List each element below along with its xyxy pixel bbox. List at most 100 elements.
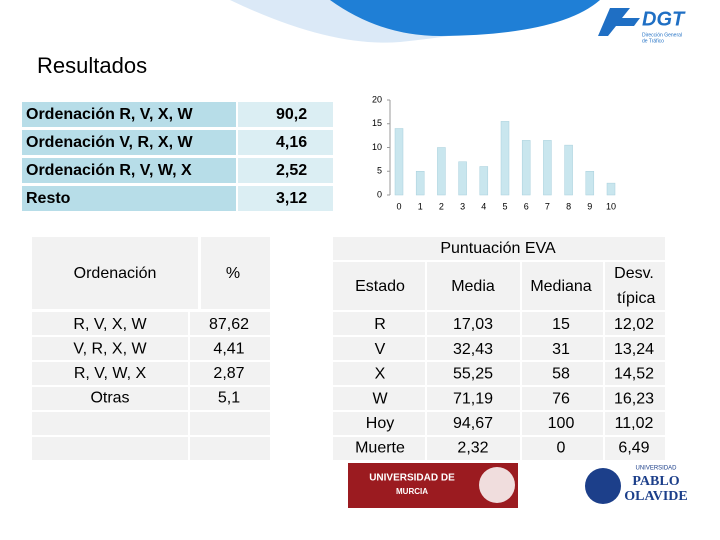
table-cell xyxy=(32,312,188,335)
table-cell-text: X xyxy=(375,366,386,383)
table-title: Puntuación EVA xyxy=(440,240,556,257)
table-cell xyxy=(522,337,603,360)
bar xyxy=(606,182,616,196)
table-cell-text: 3,12 xyxy=(276,190,307,207)
table-header xyxy=(32,237,198,309)
table-cell xyxy=(522,437,603,460)
bar xyxy=(585,171,595,196)
x-tick-label: 7 xyxy=(545,201,550,211)
table-cell-text: Ordenación R, V, W, X xyxy=(26,162,192,179)
x-tick-label: 3 xyxy=(460,201,465,211)
table-cell xyxy=(238,186,333,211)
table-cell-text: 94,67 xyxy=(453,415,493,432)
table-header xyxy=(201,237,270,309)
dgt-subtitle: de Tráfico xyxy=(642,38,664,44)
table-cell xyxy=(605,362,665,385)
table-cell-text: Otras xyxy=(90,390,129,407)
table-cell xyxy=(333,437,425,460)
table-cell xyxy=(333,362,425,385)
table-cell-text: R, V, W, X xyxy=(74,365,147,382)
olavide-logo-text: OLAVIDE xyxy=(624,489,688,504)
column-header: Ordenación xyxy=(74,265,157,282)
column-header: Mediana xyxy=(530,278,591,295)
x-tick-label: 4 xyxy=(481,201,486,211)
dgt-logo: DGT xyxy=(642,8,686,30)
table-cell xyxy=(190,412,270,435)
table-cell-text: V xyxy=(375,341,386,358)
table-cell xyxy=(333,312,425,335)
table-cell xyxy=(605,437,665,460)
table-cell-text: 13,24 xyxy=(614,341,654,358)
y-tick-label: 5 xyxy=(377,166,382,176)
table-cell xyxy=(427,312,520,335)
table-cell xyxy=(238,158,333,183)
x-tick-label: 6 xyxy=(524,201,529,211)
murcia-logo-text: MURCIA xyxy=(396,487,428,496)
table-cell-text: 58 xyxy=(552,366,570,383)
table-cell xyxy=(22,158,236,183)
x-tick-label: 9 xyxy=(587,201,592,211)
table-cell-text: 11,02 xyxy=(615,415,654,432)
y-tick-label: 0 xyxy=(377,189,382,199)
murcia-logo-text: UNIVERSIDAD DE xyxy=(369,473,455,484)
table-cell xyxy=(522,362,603,385)
y-tick-label: 20 xyxy=(372,94,382,104)
table-header xyxy=(427,262,520,310)
table-cell xyxy=(190,312,270,335)
table-cell-text: 6,49 xyxy=(618,440,649,457)
table-cell xyxy=(32,412,188,435)
bar xyxy=(479,166,489,196)
table-cell-text: 71,19 xyxy=(453,390,493,407)
table-cell xyxy=(238,130,333,155)
bar xyxy=(458,161,467,196)
table-cell xyxy=(190,387,270,410)
x-tick-label: 0 xyxy=(396,201,401,211)
table-cell-text: 4,41 xyxy=(213,341,244,358)
table-cell-text: W xyxy=(372,390,388,407)
table-cell-text: 32,43 xyxy=(453,341,493,358)
table-cell xyxy=(522,412,603,435)
table-cell xyxy=(32,387,188,410)
table-cell xyxy=(427,437,520,460)
olavide-logo-text: PABLO xyxy=(632,474,679,489)
bar xyxy=(521,140,531,196)
bar xyxy=(564,144,573,196)
column-header: Media xyxy=(451,278,495,295)
olavide-emblem xyxy=(585,468,621,504)
table-cell-text: 87,62 xyxy=(209,316,249,333)
table-cell xyxy=(32,437,188,460)
table-cell xyxy=(605,337,665,360)
table-cell-text: 17,03 xyxy=(453,316,493,333)
table-cell-text: 0 xyxy=(557,440,566,457)
bar xyxy=(500,121,510,196)
table-cell-text: Hoy xyxy=(366,415,394,432)
murcia-emblem xyxy=(479,467,515,503)
table-cell-text: 76 xyxy=(552,390,570,407)
x-tick-label: 8 xyxy=(566,201,571,211)
table-cell xyxy=(427,387,520,410)
table-cell xyxy=(605,387,665,410)
table-cell-text: 55,25 xyxy=(453,366,493,383)
column-header: % xyxy=(226,265,240,282)
column-header: Desv. típica xyxy=(613,265,656,307)
table-cell xyxy=(427,337,520,360)
table-cell-text: 15 xyxy=(552,316,570,333)
table-cell xyxy=(190,337,270,360)
table-cell-text: 12,02 xyxy=(614,316,654,333)
x-tick-label: 5 xyxy=(502,201,507,211)
bar xyxy=(415,171,425,196)
table-header xyxy=(605,262,665,310)
banner-swoosh xyxy=(330,0,600,36)
table-cell xyxy=(333,387,425,410)
table-cell xyxy=(333,337,425,360)
y-tick-label: 15 xyxy=(372,118,382,128)
table-cell-text: 16,23 xyxy=(614,390,654,407)
table-cell xyxy=(427,412,520,435)
table-cell-text: R xyxy=(374,316,386,333)
olavide-logo-text: UNIVERSIDAD xyxy=(635,466,677,472)
table-cell xyxy=(333,412,425,435)
table-cell xyxy=(22,102,236,127)
x-tick-label: 1 xyxy=(418,201,423,211)
table-header xyxy=(333,237,665,260)
table-cell-text: Ordenación R, V, X, W xyxy=(26,106,193,123)
